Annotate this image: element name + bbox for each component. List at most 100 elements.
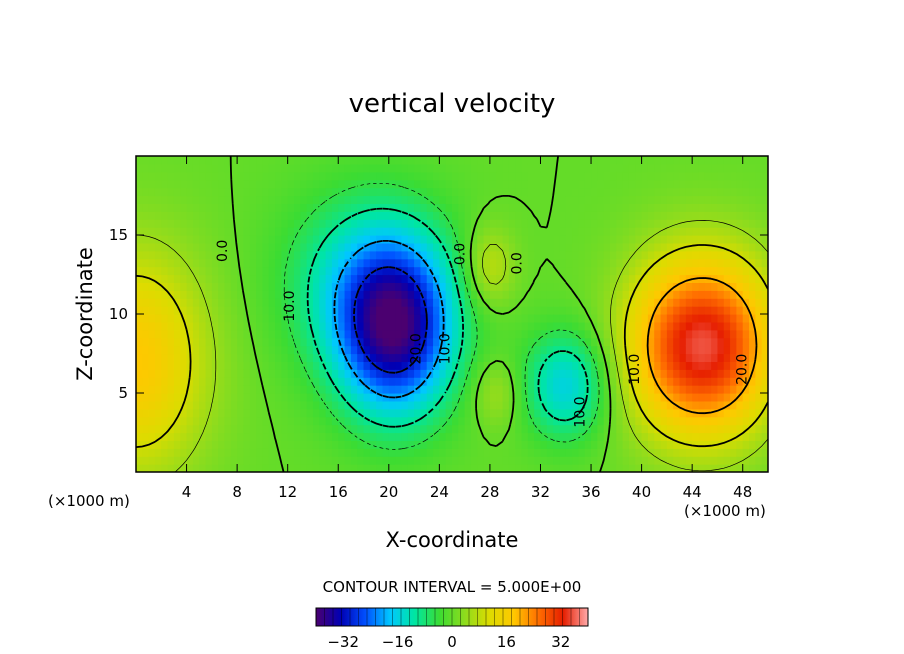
- field-cell: [591, 282, 598, 291]
- field-cell: [749, 440, 756, 449]
- field-cell: [268, 163, 276, 173]
- field-cell: [761, 298, 768, 307]
- field-cell: [357, 179, 365, 189]
- field-cell: [692, 314, 700, 323]
- field-cell: [597, 179, 605, 189]
- contour-line: [229, 156, 612, 472]
- field-cell: [742, 361, 750, 370]
- field-cell: [755, 187, 763, 197]
- field-cell: [414, 337, 421, 347]
- field-cell: [730, 156, 737, 165]
- field-cell: [452, 258, 459, 268]
- field-cell: [154, 440, 162, 449]
- field-cell: [256, 242, 263, 252]
- field-cell: [230, 203, 238, 212]
- field-cell: [142, 290, 150, 299]
- field-cell: [464, 369, 472, 378]
- field-cell: [553, 361, 561, 370]
- field-cell: [205, 432, 213, 441]
- field-cell: [641, 385, 649, 394]
- field-cell: [331, 440, 339, 449]
- field-cell: [565, 369, 573, 378]
- field-cell: [376, 250, 384, 260]
- field-cell: [534, 464, 542, 472]
- field-cell: [357, 211, 365, 220]
- field-cell: [192, 290, 200, 299]
- field-cell: [761, 171, 768, 181]
- field-cell: [142, 187, 150, 197]
- field-cell: [249, 321, 257, 331]
- field-cell: [350, 440, 358, 449]
- field-cell: [546, 424, 554, 434]
- field-cell: [534, 408, 542, 418]
- field-cell: [647, 337, 655, 347]
- field-cell: [445, 448, 453, 457]
- field-cell: [654, 440, 662, 449]
- field-cell: [458, 464, 466, 472]
- field-cell: [578, 424, 586, 434]
- field-cell: [369, 432, 377, 441]
- field-cell: [268, 448, 276, 457]
- field-cell: [584, 408, 592, 418]
- field-cell: [344, 361, 352, 370]
- field-cell: [666, 353, 674, 362]
- field-cell: [749, 353, 756, 362]
- field-cell: [369, 163, 377, 173]
- field-cell: [249, 448, 257, 457]
- field-cell: [357, 369, 365, 378]
- field-cell: [395, 274, 403, 283]
- field-cell: [698, 195, 706, 204]
- field-cell: [452, 440, 459, 449]
- field-cell: [180, 456, 188, 465]
- field-cell: [357, 290, 365, 299]
- field-cell: [262, 219, 270, 228]
- field-cell: [553, 377, 561, 386]
- field-cell: [736, 266, 744, 276]
- field-cell: [363, 290, 371, 299]
- field-cell: [237, 242, 245, 252]
- field-cell: [755, 179, 763, 189]
- field-cell: [654, 282, 662, 291]
- field-cell: [527, 242, 535, 252]
- field-cell: [635, 203, 643, 212]
- field-cell: [515, 250, 523, 260]
- field-cell: [717, 298, 725, 307]
- field-cell: [660, 393, 668, 402]
- field-cell: [477, 361, 485, 370]
- field-cell: [508, 179, 516, 189]
- field-cell: [603, 448, 611, 457]
- field-cell: [388, 290, 396, 299]
- field-cell: [395, 456, 403, 465]
- field-cell: [660, 179, 668, 189]
- field-cell: [186, 156, 194, 165]
- field-cell: [300, 456, 308, 465]
- field-cell: [704, 258, 712, 268]
- field-cell: [673, 203, 681, 212]
- field-cell: [388, 266, 396, 276]
- field-cell: [281, 235, 289, 244]
- field-cell: [489, 163, 497, 173]
- field-cell: [534, 179, 542, 189]
- field-cell: [647, 464, 655, 472]
- field-cell: [401, 219, 409, 228]
- field-cell: [628, 227, 636, 236]
- field-cell: [407, 448, 415, 457]
- field-cell: [711, 424, 719, 434]
- field-cell: [388, 314, 396, 323]
- field-cell: [534, 416, 542, 426]
- field-cell: [350, 337, 358, 347]
- field-cell: [546, 440, 554, 449]
- field-cell: [363, 203, 371, 212]
- field-cell: [628, 258, 636, 268]
- field-cell: [154, 416, 162, 426]
- field-cell: [306, 456, 314, 465]
- field-cell: [565, 353, 573, 362]
- field-cell: [180, 266, 188, 276]
- field-cell: [363, 416, 371, 426]
- field-cell: [521, 306, 529, 315]
- field-cell: [148, 353, 156, 362]
- field-cell: [382, 345, 390, 355]
- field-cell: [521, 187, 529, 197]
- field-cell: [338, 314, 346, 323]
- field-cell: [376, 369, 384, 378]
